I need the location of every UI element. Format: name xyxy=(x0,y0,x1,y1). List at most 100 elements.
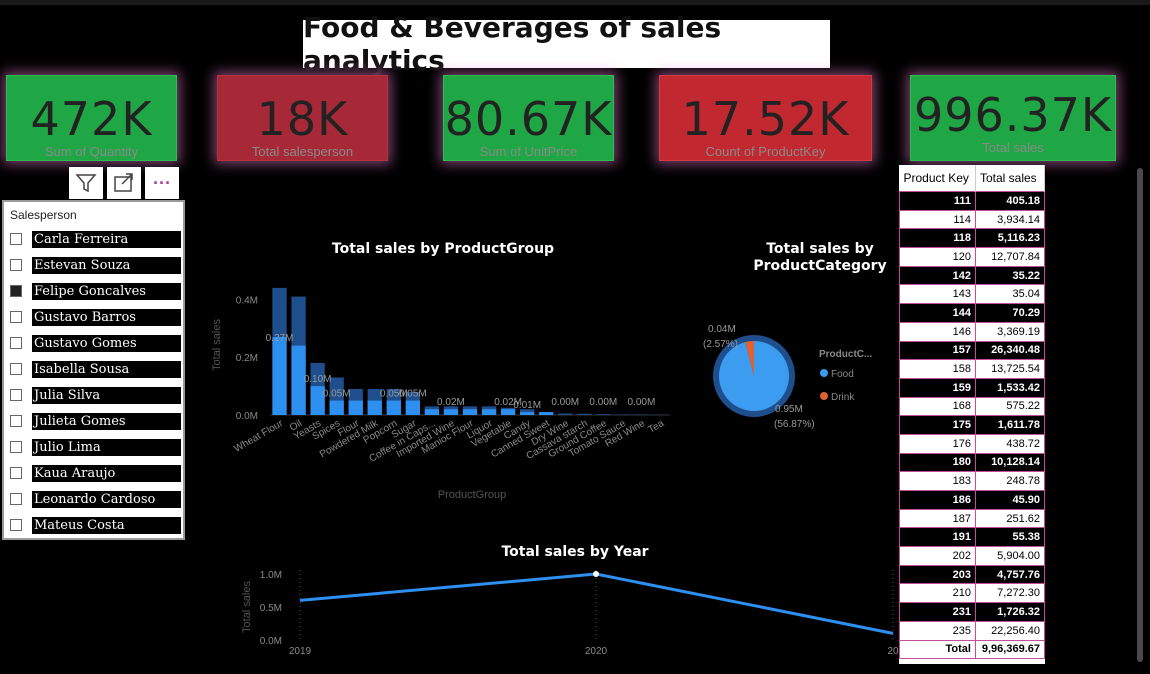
bar-filtered xyxy=(348,400,363,415)
table-row[interactable]: 146 3,369.19 xyxy=(899,321,1046,342)
product-key-cell: 235 xyxy=(899,620,976,641)
product-key-cell: 175 xyxy=(899,415,976,435)
slicer-item[interactable]: Gustavo Barros xyxy=(10,308,182,326)
kpi-card-quantity[interactable]: 472K Sum of Quantity xyxy=(6,75,177,161)
total-sales-cell: 55.38 xyxy=(974,527,1046,548)
product-key-cell: 231 xyxy=(899,602,976,622)
slicer-checkbox[interactable] xyxy=(10,311,22,323)
product-sales-table: Product Key Total sales 111 405.18 114 3,93… xyxy=(899,165,1046,664)
slicer-item[interactable]: Estevan Souza xyxy=(10,256,182,274)
x-tick-label: Oil xyxy=(288,418,304,434)
table-row[interactable]: 191 55.38 xyxy=(899,527,1046,548)
slicer-checkbox[interactable] xyxy=(10,285,22,297)
product-key-cell: 157 xyxy=(899,340,976,361)
slicer-checkbox[interactable] xyxy=(10,337,22,349)
table-row[interactable]: 235 22,256.40 xyxy=(899,620,1046,641)
kpi-card-salesperson[interactable]: 18K Total salesperson xyxy=(217,75,388,161)
kpi-card-total-sales[interactable]: 996.37K Total sales xyxy=(910,75,1116,161)
table-row[interactable]: 180 10,128.14 xyxy=(899,452,1046,473)
total-sales-cell: 251.62 xyxy=(974,508,1046,529)
more-options-button[interactable]: ··· xyxy=(145,167,179,199)
table-header-product-key[interactable]: Product Key xyxy=(899,165,976,192)
table-row[interactable]: 187 251.62 xyxy=(899,508,1046,529)
table-row[interactable]: 203 4,757.76 xyxy=(899,564,1046,585)
total-sales-cell: 4,757.76 xyxy=(974,564,1046,585)
kpi-value: 18K xyxy=(256,92,349,146)
table-row[interactable]: 231 1,726.32 xyxy=(899,602,1046,622)
slicer-checkbox[interactable] xyxy=(10,233,22,245)
slicer-item[interactable]: Gustavo Gomes xyxy=(10,334,182,352)
top-bar xyxy=(0,0,1150,5)
table-row[interactable]: 159 1,533.42 xyxy=(899,377,1046,398)
table-row[interactable]: 120 12,707.84 xyxy=(899,247,1046,267)
kpi-card-productkey[interactable]: 17.52K Count of ProductKey xyxy=(659,75,872,161)
table-row[interactable]: 111 405.18 xyxy=(899,191,1046,211)
slicer-checkbox[interactable] xyxy=(10,493,22,505)
table-row[interactable]: 175 1,611.78 xyxy=(899,415,1046,435)
pie-slice-drink xyxy=(745,341,754,376)
table-row[interactable]: 144 70.29 xyxy=(899,303,1046,323)
table-row[interactable]: 183 248.78 xyxy=(899,471,1046,491)
slicer-checkbox[interactable] xyxy=(10,259,22,271)
product-key-cell: 187 xyxy=(899,508,976,529)
x-tick-label: Wheat Flour xyxy=(232,418,285,455)
slicer-checkbox[interactable] xyxy=(10,415,22,427)
bar-total xyxy=(577,413,592,415)
slicer-item[interactable]: Mateus Costa xyxy=(10,516,182,534)
slicer-item[interactable]: Felipe Goncalves xyxy=(10,282,182,300)
table-row[interactable]: 143 35.04 xyxy=(899,284,1046,305)
slicer-item[interactable]: Carla Ferreira xyxy=(10,230,182,248)
y-tick-label: 0.2M xyxy=(236,353,258,364)
bar-filtered xyxy=(539,412,554,415)
slicer-item[interactable]: Leonardo Cardoso xyxy=(10,490,182,508)
slicer-item[interactable]: Julio Lima xyxy=(10,438,182,456)
product-key-cell: 118 xyxy=(899,228,976,249)
focus-mode-icon xyxy=(114,173,133,192)
table-row[interactable]: 210 7,272.30 xyxy=(899,583,1046,604)
pie-label-value: 0.95M xyxy=(775,404,803,415)
total-label: Total xyxy=(899,639,976,660)
line-point xyxy=(593,571,599,577)
table-row[interactable]: 157 26,340.48 xyxy=(899,340,1046,361)
total-sales-cell: 575.22 xyxy=(974,396,1046,417)
slicer-checkbox[interactable] xyxy=(10,441,22,453)
bar-total xyxy=(615,414,630,415)
table-row[interactable]: 186 45.90 xyxy=(899,490,1046,510)
table-row[interactable]: 118 5,116.23 xyxy=(899,228,1046,249)
bar-total xyxy=(634,414,649,415)
table-total-row: Total 9,96,369.67 xyxy=(899,639,1046,660)
table-row[interactable]: 142 35.22 xyxy=(899,265,1046,286)
slicer-item[interactable]: Julieta Gomes xyxy=(10,412,182,430)
total-sales-cell: 1,611.78 xyxy=(974,415,1046,435)
slicer-checkbox[interactable] xyxy=(10,389,22,401)
table-scrollbar[interactable] xyxy=(1137,168,1143,662)
table-row[interactable]: 158 13,725.54 xyxy=(899,359,1046,379)
filter-button[interactable] xyxy=(69,167,103,199)
pie-label-pct: (56.87%) xyxy=(774,419,815,430)
slicer-item[interactable]: Kaua Araujo xyxy=(10,464,182,482)
slicer-title: Salesperson xyxy=(10,208,77,222)
slicer-checkbox[interactable] xyxy=(10,467,22,479)
bar-data-label: 0.05M xyxy=(323,389,351,400)
total-sales-cell: 405.18 xyxy=(974,191,1046,211)
total-sales-cell: 70.29 xyxy=(974,303,1046,323)
total-sales-cell: 10,128.14 xyxy=(974,452,1046,473)
kpi-card-unitprice[interactable]: 80.67K Sum of UnitPrice xyxy=(443,75,614,161)
bar-filtered xyxy=(481,409,497,415)
table-header-total-sales[interactable]: Total sales xyxy=(975,165,1046,192)
table-row[interactable]: 168 575.22 xyxy=(899,396,1046,417)
bar-filtered xyxy=(500,409,516,415)
productcategory-chart-title: Total sales by ProductCategory xyxy=(753,241,887,274)
table-row[interactable]: 202 5,904.00 xyxy=(899,546,1046,566)
product-key-cell: 120 xyxy=(899,247,976,267)
slicer-checkbox[interactable] xyxy=(10,363,22,375)
slicer-item[interactable]: Julia Silva xyxy=(10,386,182,404)
table-row[interactable]: 114 3,934.14 xyxy=(899,209,1046,230)
focus-mode-button[interactable] xyxy=(107,167,141,199)
slicer-item-label: Gustavo Barros xyxy=(32,308,181,326)
table-row[interactable]: 176 438.72 xyxy=(899,433,1046,454)
slicer-checkbox[interactable] xyxy=(10,519,22,531)
y-tick-label: 1.0M xyxy=(260,570,282,581)
slicer-item[interactable]: Isabella Sousa xyxy=(10,360,182,378)
total-sales-cell: 13,725.54 xyxy=(974,359,1046,379)
